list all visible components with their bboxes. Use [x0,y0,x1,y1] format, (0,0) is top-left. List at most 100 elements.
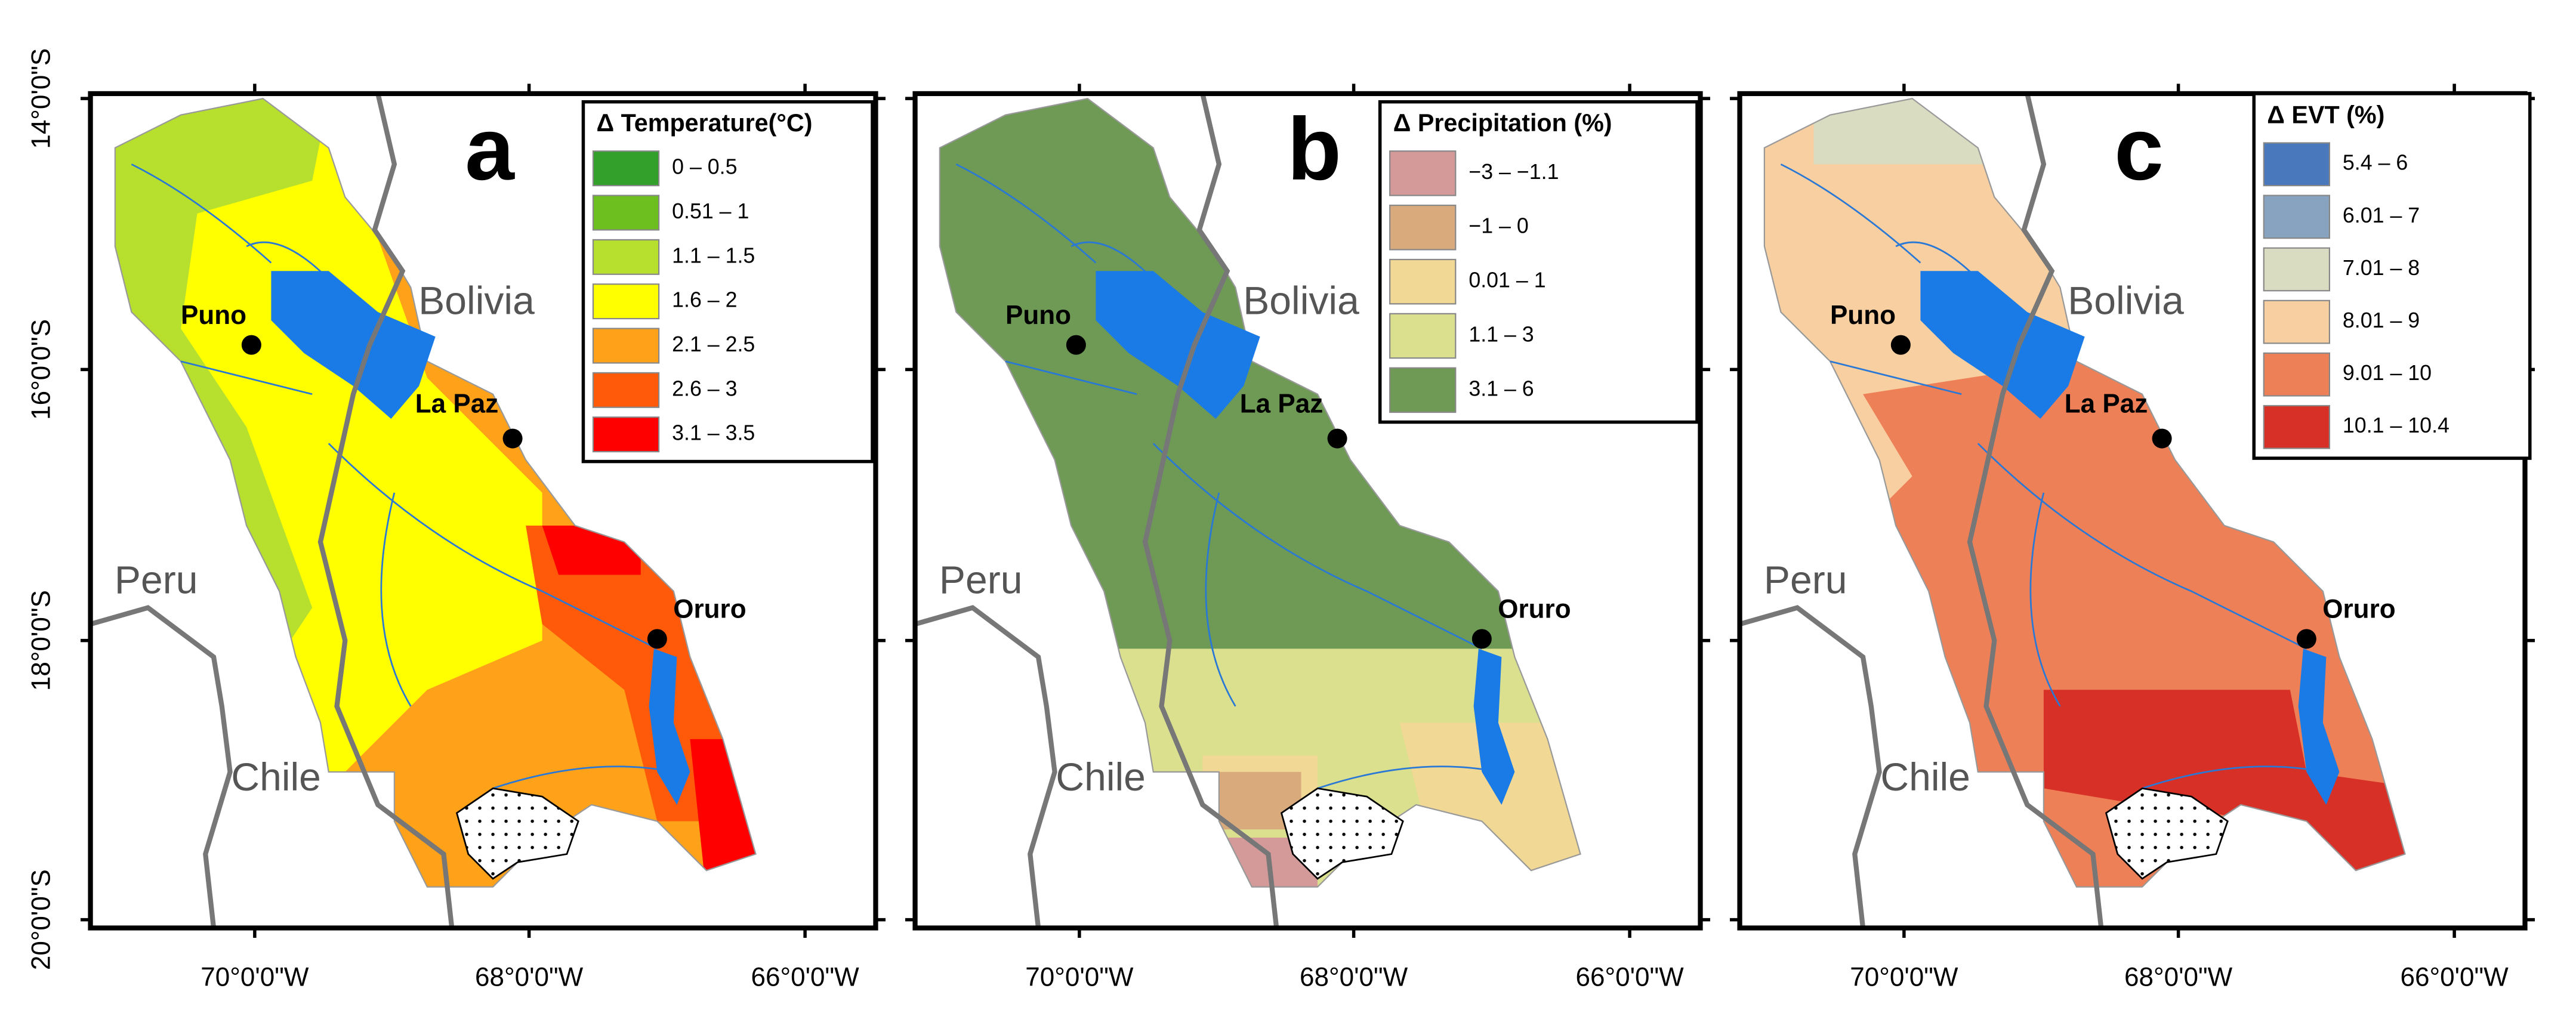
city-dot [502,428,523,449]
lake-poopo [1473,648,1515,805]
legend-swatch [2263,142,2330,187]
salt-flat [2105,787,2229,880]
legend-swatch [1389,367,1457,413]
river [328,443,658,650]
river [131,163,272,264]
river [246,241,329,280]
legend-label: 0.01 – 1 [1469,268,1545,292]
city-label: Oruro [673,595,746,624]
latitude-label: 14°0'0"S [26,48,55,149]
city-dot [1471,629,1492,649]
river [1317,765,1499,789]
legend-label: 1.1 – 3 [1469,322,1534,346]
country-label: Bolivia [418,279,535,323]
country-label: Chile [1880,755,1970,799]
river [1977,443,2307,650]
city-dot [2152,428,2172,449]
legend-swatch [592,416,660,453]
legend-label: 3.1 – 3.5 [672,421,755,445]
latitude-label: 16°0'0"S [26,319,55,420]
river [1005,360,1137,396]
legend-label: 0 – 0.5 [672,155,737,179]
lake-titicaca [1096,271,1260,419]
river [492,765,674,789]
legend-swatch [592,194,660,231]
legend-swatch [2263,299,2330,344]
city-label: Puno [1005,301,1071,330]
panel-letter: c [2114,99,2164,199]
river [1152,443,1482,650]
map-frame [88,91,878,931]
country-label: Chile [1056,755,1146,799]
salt-flat [1280,787,1404,880]
panel-letter: b [1287,99,1341,199]
city-dot [1066,335,1086,355]
legend-label: 2.1 – 2.5 [672,332,755,356]
river [2029,492,2061,707]
legend-label: 5.4 – 6 [2343,151,2408,175]
river [1205,492,1236,707]
legend-label: 10.1 – 10.4 [2343,413,2449,437]
panel-letter: a [465,99,515,199]
legend-swatch [2263,194,2330,239]
longitude-label: 66°0'0"W [751,962,860,992]
country-border [90,605,233,928]
country-border [317,92,455,928]
longitude-label: 70°0'0"W [1850,962,1958,992]
legend-swatch [592,328,660,364]
longitude-label: 68°0'0"W [2124,962,2233,992]
legend-label: 8.01 – 9 [2343,308,2420,332]
river [380,492,412,707]
country-border [914,605,1057,928]
city-label: Puno [181,301,246,330]
river [1830,360,1962,396]
map-panel: 70°0'0"W 68°0'0"W 66°0'0"W Bolivia Peru Chile… [905,84,1711,992]
city-dot [2296,629,2316,649]
legend-label: 1.1 – 1.5 [672,243,755,267]
city-label: La Paz [415,390,498,419]
legend-title: Δ Precipitation (%) [1393,109,1612,137]
legend-label: −3 – −1.1 [1469,160,1559,184]
river [955,163,1097,264]
legend-swatch [2263,247,2330,292]
map-frame [912,91,1703,931]
country-border [1967,92,2104,928]
city-dot [1327,428,1347,449]
lake-poopo [649,648,690,805]
salt-flat [455,787,579,880]
country-label: Bolivia [2068,279,2184,323]
map-panel: 70°0'0"W 68°0'0"W 66°0'0"W Bolivia Peru Chile… [81,84,886,992]
legend-swatch [2263,352,2330,397]
longitude-label: 68°0'0"W [475,962,584,992]
legend-label: 0.51 – 1 [672,199,749,223]
legend-swatch [592,283,660,320]
map-panel: 70°0'0"W 68°0'0"W 66°0'0"W Bolivia Peru Chile… [1730,84,2535,992]
country-border [1142,92,1279,928]
country-label: Peru [115,558,198,603]
legend-label: 1.6 – 2 [672,288,737,312]
city-dot [1890,335,1911,355]
city-label: Oruro [2322,595,2395,624]
legend-label: −1 – 0 [1469,214,1528,238]
river [1070,241,1154,280]
city-label: Puno [1830,301,1896,330]
legend-title: Δ Temperature(°C) [596,109,812,137]
legend-label: 9.01 – 10 [2343,361,2432,385]
country-label: Peru [1764,558,1847,603]
map-frame [1737,91,2528,931]
city-dot [241,335,261,355]
city-label: Oruro [1498,595,1571,624]
longitude-label: 70°0'0"W [200,962,309,992]
country-border [1739,605,1882,928]
river [1780,163,1921,264]
city-dot [647,629,667,649]
lake-titicaca [271,271,436,419]
longitude-label: 68°0'0"W [1300,962,1408,992]
legend-swatch [1389,150,1457,196]
legend-swatch [1389,205,1457,251]
river [2142,765,2324,789]
legend-swatch [592,150,660,187]
legend-swatch [2263,404,2330,449]
country-label: Peru [939,558,1023,603]
